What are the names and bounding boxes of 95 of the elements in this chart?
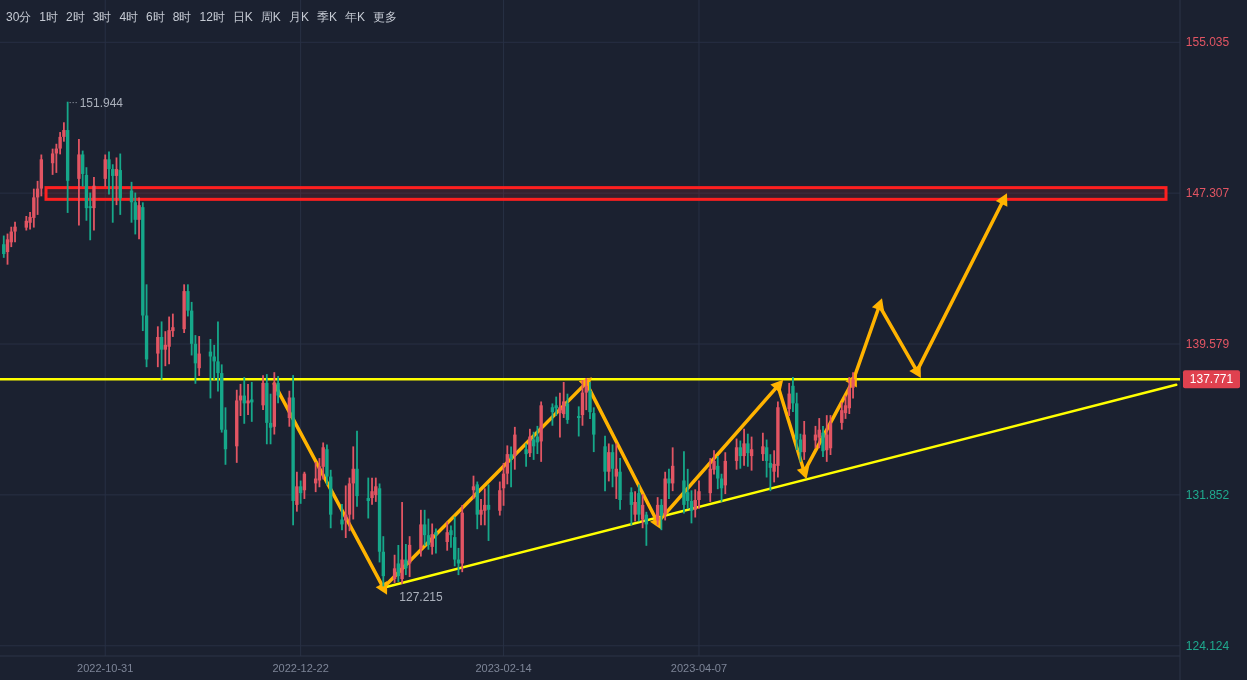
candlestick [246, 383, 250, 415]
candlestick [404, 544, 408, 576]
candlestick [584, 378, 588, 411]
point [375, 581, 388, 595]
annotation: 2时 [66, 10, 85, 24]
annotation: 151.944 [79, 95, 124, 110]
x-tick-label: 2022-12-22 [272, 662, 329, 674]
candlestick [103, 154, 107, 187]
annotation: 12时 [199, 10, 225, 24]
candlestick [821, 425, 825, 457]
candlestick [614, 443, 618, 499]
annotation: 周K [260, 10, 281, 24]
candlestick [749, 436, 754, 471]
annotation: 127.215 [399, 590, 444, 605]
ref-line-label: 137.771 [1189, 372, 1234, 387]
candlestick [137, 197, 141, 240]
candlestick [298, 480, 303, 504]
candlestick [2, 235, 6, 258]
candlestick [565, 393, 570, 424]
annotation: 年K [344, 10, 365, 24]
candlestick [483, 488, 487, 526]
candlestick [738, 440, 743, 469]
x-tick-label: 2022-10-31 [77, 662, 134, 674]
candlestick [840, 402, 844, 430]
candlestick [366, 477, 370, 519]
annotation: 6时 [146, 10, 165, 24]
candlestick [156, 326, 160, 368]
candlestick [513, 426, 517, 470]
candlestick [686, 468, 690, 509]
candlestick [295, 471, 299, 512]
candlestick [524, 443, 528, 467]
candlestick [261, 375, 265, 411]
candlestick [344, 485, 348, 538]
candlestick [659, 499, 664, 531]
candlestick [159, 321, 164, 380]
annotation: 8时 [172, 10, 192, 24]
candlestick [340, 503, 344, 531]
candlestick [528, 428, 532, 457]
y-tick-label: 124.124 [1185, 638, 1230, 653]
candlestick [422, 509, 427, 546]
x-tick-label: 2023-04-07 [670, 662, 728, 674]
annotation: 1时 [39, 10, 59, 24]
candlestick [633, 491, 637, 522]
candlestick [610, 444, 615, 488]
point [909, 364, 921, 379]
candlestick [742, 428, 746, 466]
candlestick [276, 376, 280, 404]
x-tick-label: 2023-02-14 [475, 662, 532, 674]
y-tick-label: 147.307 [1185, 186, 1230, 201]
candlestick [471, 475, 476, 499]
candlestick [13, 221, 17, 243]
candlestick [667, 468, 671, 499]
y-tick-label: 155.035 [1185, 35, 1230, 50]
annotation: 更多 [372, 10, 397, 24]
candlestick [430, 523, 434, 555]
candlestick [400, 502, 404, 584]
point [871, 298, 885, 312]
y-tick-label: 131.852 [1185, 487, 1230, 502]
candlestick [167, 316, 171, 365]
candlestick [445, 521, 449, 551]
annotation: 4时 [119, 10, 139, 24]
candlestick [716, 456, 720, 490]
annotation: 日K [232, 10, 253, 24]
candlestick [505, 445, 510, 485]
candlestick [655, 497, 660, 526]
y-tick-label: 139.579 [1185, 337, 1230, 352]
candlestick [629, 487, 634, 526]
annotation: 月K [288, 10, 309, 24]
annotation: 30分 [6, 10, 32, 24]
candlestick [396, 544, 401, 582]
candlestick [817, 418, 821, 449]
candlestick [392, 554, 397, 583]
candlestick [787, 382, 791, 416]
candlestick [761, 432, 765, 461]
candlestick [250, 381, 254, 422]
candlestick [558, 392, 562, 438]
candlestick [637, 484, 641, 522]
candlestick [114, 157, 119, 206]
candlestick [370, 477, 374, 505]
annotation: 季K [316, 10, 337, 24]
annotation: 3时 [92, 10, 112, 24]
candlestick [434, 528, 438, 554]
candlestick [453, 516, 457, 567]
candlestick [746, 433, 750, 467]
candlestick [133, 192, 137, 235]
candlestick [607, 443, 611, 482]
candlestick [374, 477, 378, 502]
candlestick [734, 438, 739, 470]
candlestick [640, 494, 645, 529]
point [995, 193, 1008, 207]
candlestick [92, 176, 96, 231]
candlestick [197, 336, 201, 376]
candlestick [50, 148, 55, 175]
point [796, 465, 810, 480]
candlestick [509, 446, 513, 488]
